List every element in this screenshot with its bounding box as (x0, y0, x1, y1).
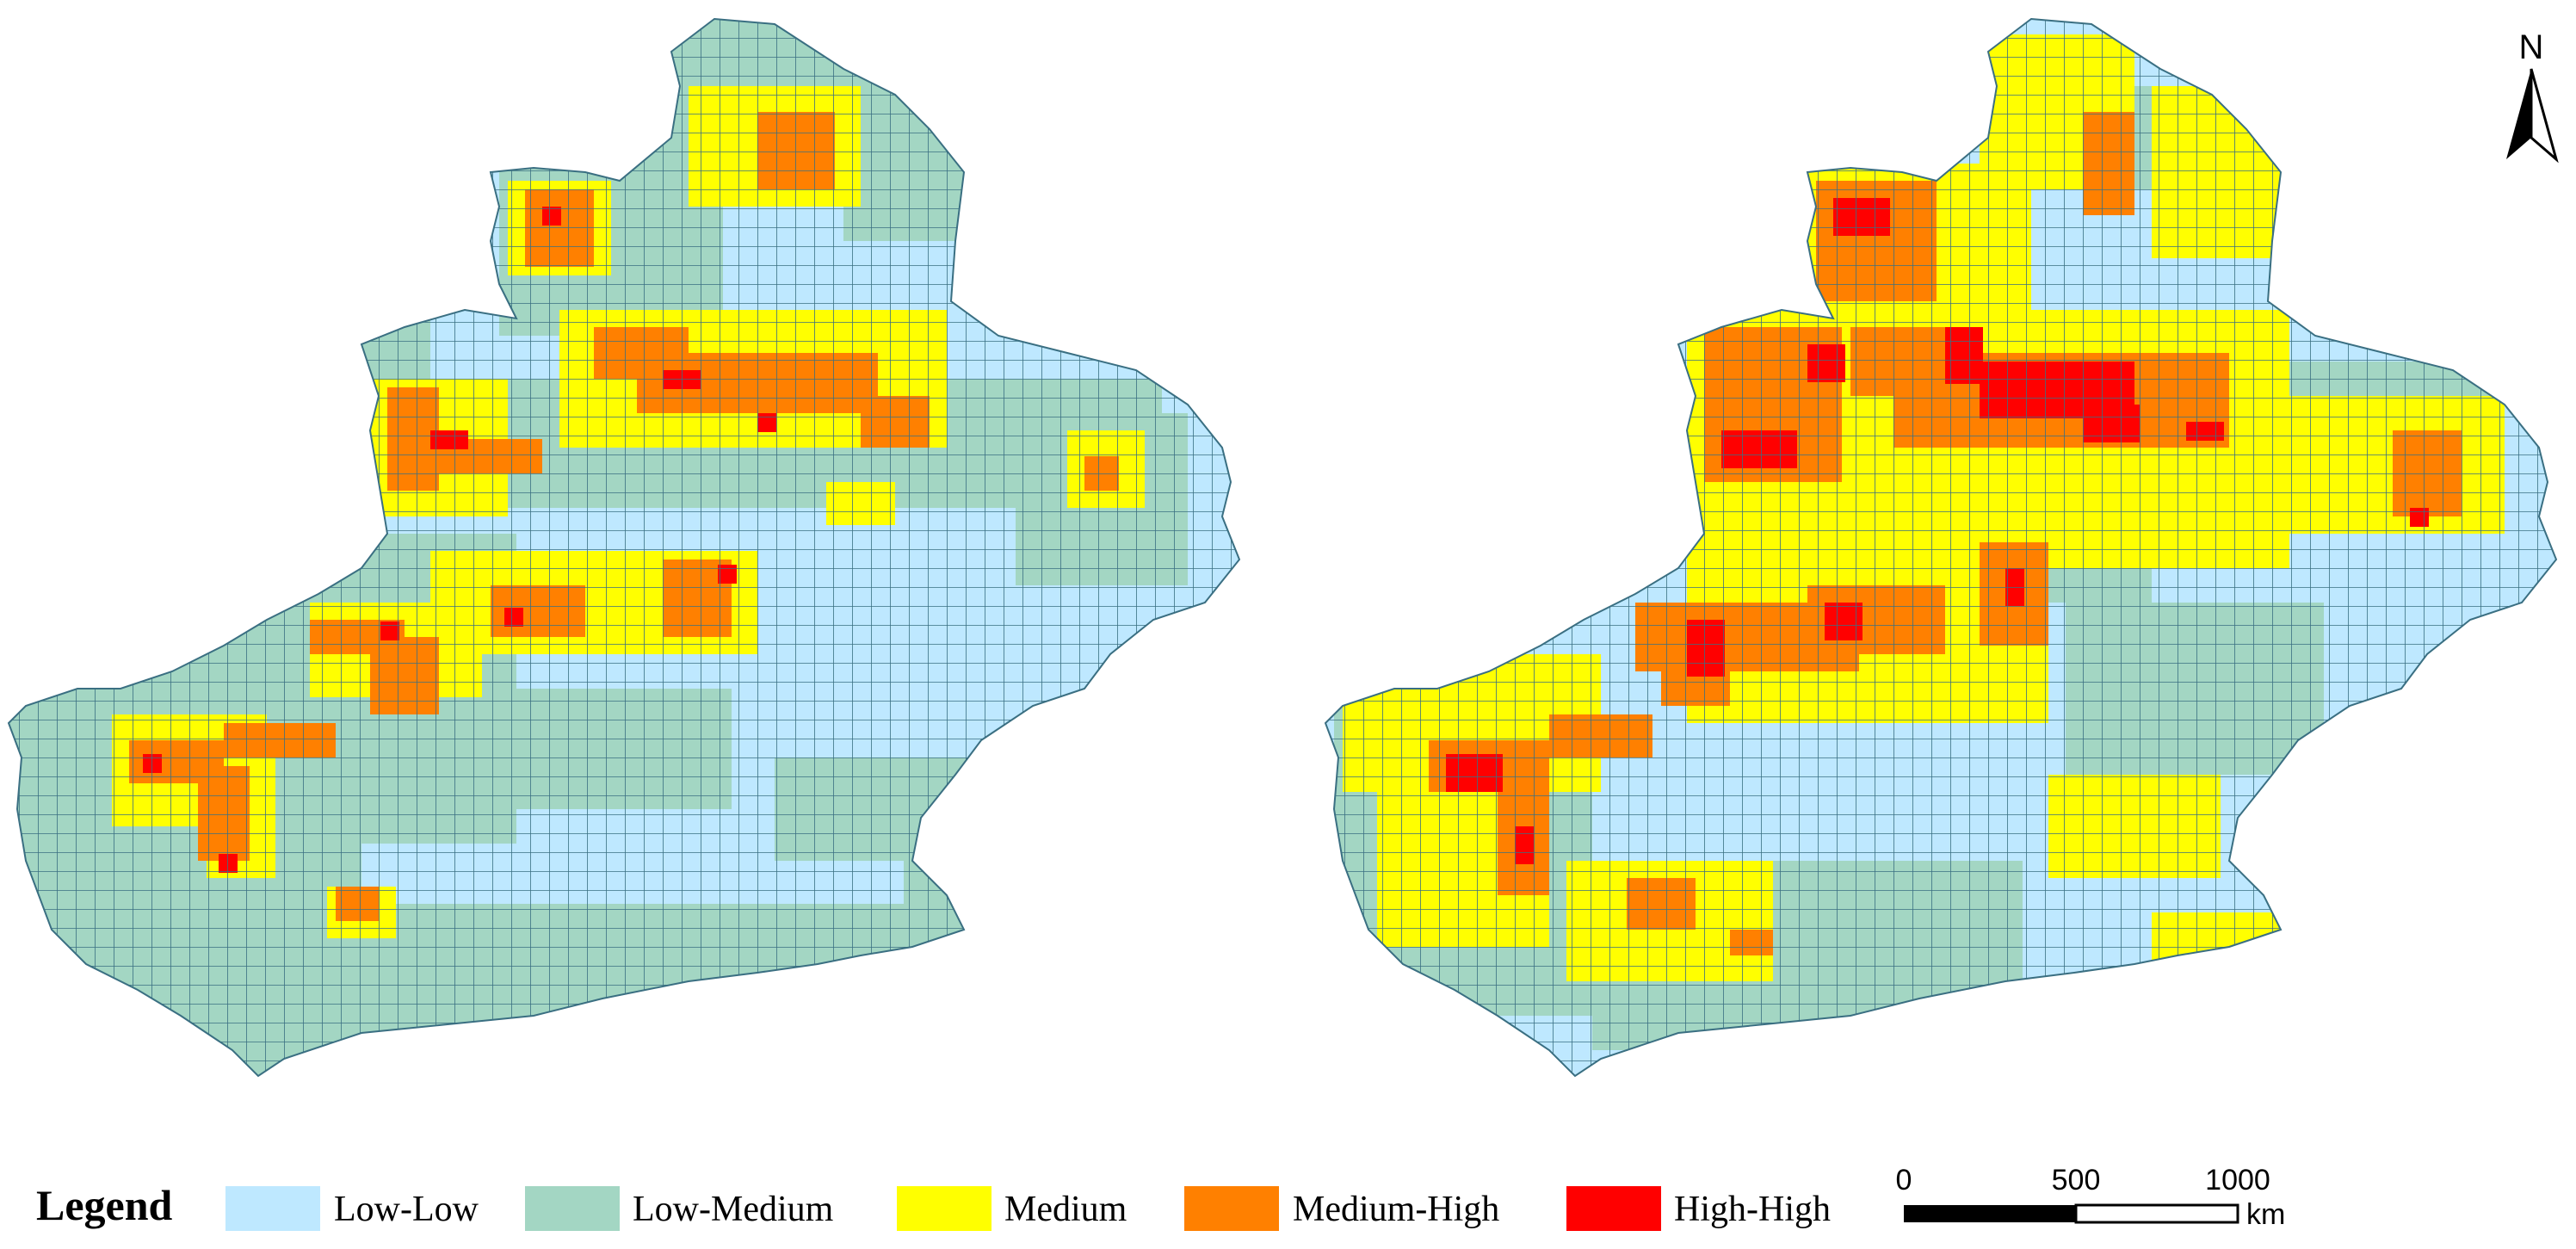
legend-label-medium-high: Medium-High (1293, 1190, 1499, 1229)
legend-swatch-medium (897, 1186, 991, 1231)
legend-swatch-low-medium (525, 1186, 620, 1231)
right-map-outline (1324, 17, 2558, 1078)
scale-bar-black-segment (1904, 1205, 2076, 1222)
legend-title: Legend (36, 1181, 173, 1229)
scale-bar: 0 500 1000 km (1896, 1164, 2286, 1231)
legend-label-low-low: Low-Low (334, 1190, 479, 1229)
legend-swatch-low-low (225, 1186, 320, 1231)
left-map-outline (7, 17, 1241, 1078)
scale-bar-white-segment (2074, 1203, 2239, 1224)
scale-tick-500: 500 (2052, 1164, 2101, 1196)
left-map-panel (7, 17, 1241, 1078)
legend-label-medium: Medium (1004, 1190, 1127, 1229)
north-label: N (2519, 28, 2544, 66)
legend-label-low-medium: Low-Medium (633, 1190, 834, 1229)
left-map-grid (9, 19, 1239, 1076)
legend-swatch-medium-high (1184, 1186, 1279, 1231)
north-arrow-icon (2506, 68, 2559, 164)
legend-label-high-high: High-High (1674, 1190, 1831, 1229)
legend-swatch-high-high (1566, 1186, 1661, 1231)
north-arrow: N (2506, 28, 2559, 164)
scale-tick-0: 0 (1896, 1164, 1912, 1196)
scale-tick-1000: 1000 (2205, 1164, 2270, 1196)
scale-unit: km (2246, 1198, 2285, 1231)
legend: Legend Low-Low Low-Medium Medium Medium-… (36, 1181, 1831, 1231)
right-map-panel (1324, 17, 2558, 1078)
right-map-grid (1325, 19, 2556, 1076)
